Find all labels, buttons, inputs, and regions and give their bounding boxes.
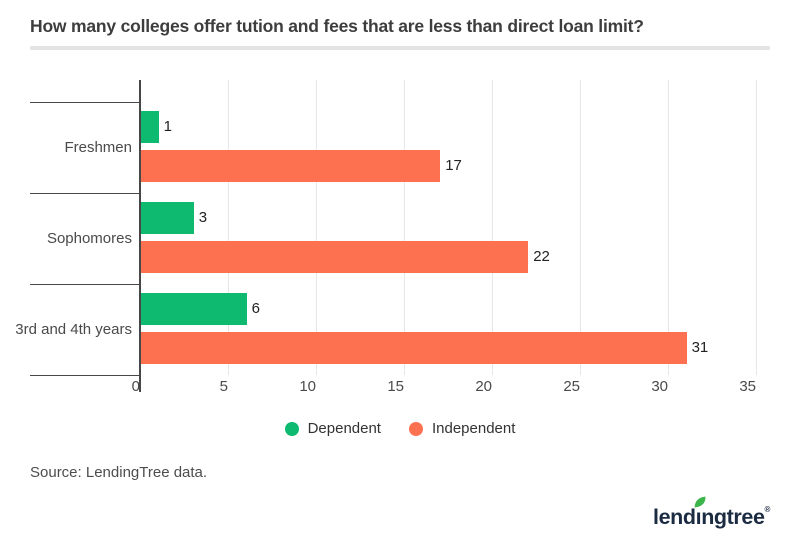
gridline-x-30 <box>668 80 669 375</box>
bar-independent-2 <box>141 241 529 273</box>
bar-value-label: 6 <box>251 300 260 317</box>
logo-text-lend: lend <box>653 505 696 529</box>
legend-dot-independent <box>408 421 423 436</box>
legend-item-independent: Independent <box>408 420 516 437</box>
category-label-1: Freshmen <box>64 138 132 156</box>
x-tick-label-35: 35 <box>739 378 756 395</box>
legend-label: Dependent <box>307 420 381 437</box>
bar-dependent-1 <box>141 111 159 143</box>
bar-dependent-2 <box>141 202 194 234</box>
logo-text-ngtree: ngtree <box>701 505 765 529</box>
chart-title: How many colleges offer tution and fees … <box>30 16 644 36</box>
bar-independent-3 <box>141 332 687 364</box>
leaf-icon <box>694 496 706 508</box>
gridline-x-10 <box>316 80 317 375</box>
x-tick-label-5: 5 <box>219 378 228 395</box>
category-separator <box>30 375 140 376</box>
category-label-2: Sophomores <box>46 229 132 247</box>
x-tick-label-30: 30 <box>651 378 668 395</box>
y-axis-line <box>139 80 141 392</box>
legend-item-dependent: Dependent <box>284 420 381 437</box>
bar-value-label: 3 <box>198 209 208 226</box>
logo-letter-i: ı <box>694 496 706 529</box>
x-tick-label-0: 0 <box>131 378 140 395</box>
category-separator <box>30 193 140 194</box>
legend-dot-dependent <box>284 421 299 436</box>
gridline-x-35 <box>756 80 757 375</box>
bar-value-label: 31 <box>691 339 709 356</box>
bar-independent-1 <box>141 150 441 182</box>
gridline-x-25 <box>580 80 581 375</box>
x-tick-label-10: 10 <box>299 378 316 395</box>
category-label-3: 3rd and 4th years <box>15 320 132 338</box>
category-separator <box>30 102 140 103</box>
bar-value-label: 22 <box>533 248 550 265</box>
logo-trademark: ® <box>764 505 771 514</box>
title-divider <box>30 46 770 50</box>
legend: Dependent Independent <box>0 420 800 437</box>
gridline-x-20 <box>492 80 493 375</box>
bar-value-label: 17 <box>445 157 462 174</box>
category-separator <box>30 284 140 285</box>
x-tick-label-15: 15 <box>387 378 404 395</box>
legend-label: Independent <box>431 420 516 437</box>
bar-value-label: 1 <box>163 118 172 135</box>
x-tick-label-25: 25 <box>563 378 580 395</box>
gridline-x-15 <box>404 80 405 375</box>
lendingtree-logo: lend ıngtree® <box>653 496 771 530</box>
bar-dependent-3 <box>141 293 247 325</box>
source-note: Source: LendingTree data. <box>30 464 208 481</box>
gridline-x-5 <box>228 80 229 375</box>
x-tick-label-20: 20 <box>475 378 492 395</box>
